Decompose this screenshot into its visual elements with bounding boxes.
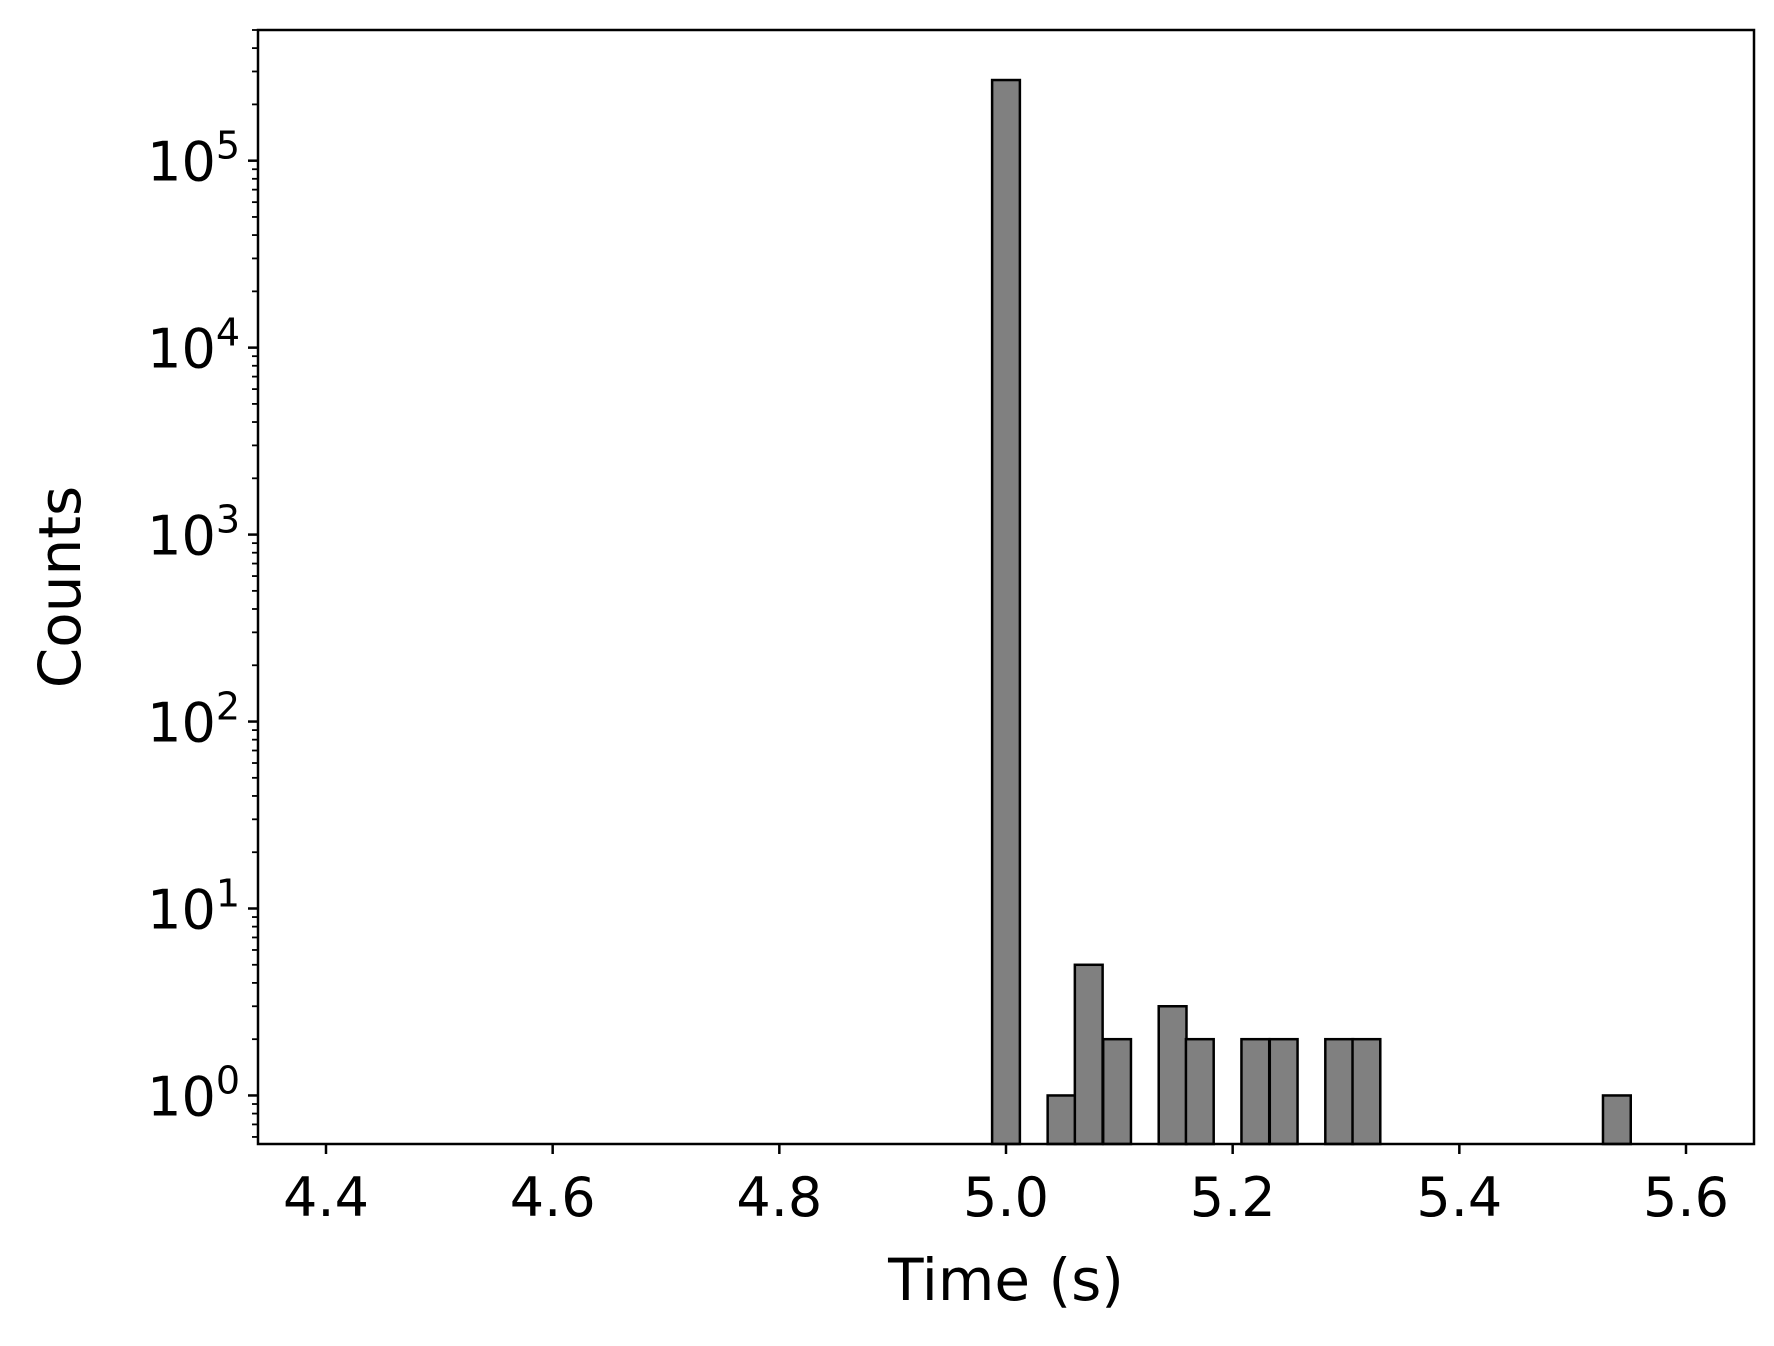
y-tick-label: 105 (147, 124, 240, 194)
histogram-bar (1601, 1094, 1632, 1146)
y-axis-ticks: 100 101 102 103 104 105 (147, 124, 258, 1128)
y-tick-label: 100 (147, 1058, 240, 1128)
y-axis-label: Counts (26, 486, 94, 688)
y-tick-label: 104 (147, 311, 240, 381)
x-tick-label: 5.2 (1190, 1166, 1276, 1229)
y-tick-label: 102 (147, 685, 240, 755)
histogram-bar (1157, 1005, 1188, 1146)
plot-frame (256, 28, 1756, 1146)
y-tick-label: 101 (147, 872, 240, 942)
y-tick-label: 103 (147, 498, 240, 568)
histogram-bar (1351, 1037, 1382, 1146)
histogram-bar (1184, 1037, 1215, 1146)
x-tick-label: 4.4 (283, 1166, 369, 1229)
x-tick-label: 4.8 (736, 1166, 822, 1229)
histogram-bar (990, 78, 1022, 1146)
x-tick-label: 5.6 (1643, 1166, 1729, 1229)
histogram-bar (1046, 1094, 1077, 1146)
histogram-bar (1101, 1037, 1133, 1146)
x-axis-ticks: 4.4 4.6 4.8 5.0 5.2 5.4 5.6 (283, 1144, 1729, 1229)
histogram-bar (1268, 1037, 1299, 1146)
x-tick-label: 5.0 (963, 1166, 1049, 1229)
histogram-bar (1240, 1037, 1271, 1146)
x-axis-label: Time (s) (887, 1246, 1124, 1314)
x-tick-label: 4.6 (510, 1166, 596, 1229)
histogram-bars (990, 78, 1632, 1146)
histogram-bar (1324, 1037, 1355, 1146)
histogram-bar (1073, 963, 1104, 1146)
x-tick-label: 5.4 (1416, 1166, 1502, 1229)
